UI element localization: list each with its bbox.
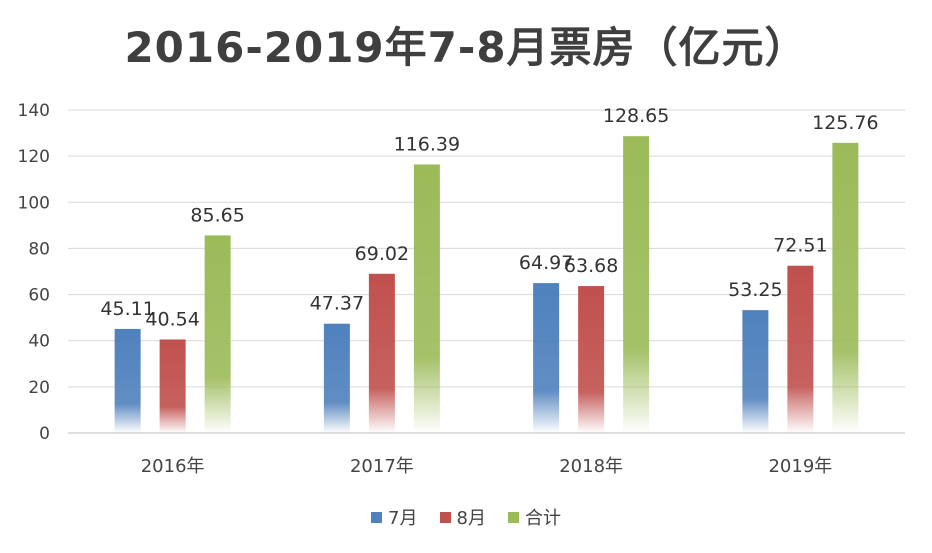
gridlines	[68, 109, 905, 434]
legend-label: 合计	[524, 508, 561, 529]
bar-合计-2018年	[623, 136, 650, 433]
bar-合计-2019年	[832, 142, 859, 434]
data-label: 125.76	[812, 112, 878, 134]
y-tick-label: 140	[18, 101, 50, 121]
x-axis: 2016年 2017年 2018年 2019年	[141, 456, 833, 477]
bars	[114, 136, 859, 434]
data-label: 69.02	[355, 243, 409, 265]
y-tick-label: 20	[28, 378, 50, 398]
legend-item: 合计	[507, 504, 561, 530]
y-tick-label: 120	[18, 147, 50, 167]
legend-item: 7月	[371, 504, 418, 530]
y-axis: 0 20 40 60 80 100 120 140	[18, 101, 50, 444]
bar-合计-2016年	[204, 235, 231, 433]
data-label: 40.54	[145, 308, 199, 330]
legend-swatch	[439, 511, 451, 523]
data-label: 63.68	[564, 255, 618, 277]
x-tick-label: 2017年	[350, 456, 414, 477]
bar-8月-2017年	[368, 273, 395, 433]
bar-7月-2017年	[323, 323, 350, 433]
legend-label: 8月	[456, 508, 486, 529]
data-label: 85.65	[190, 204, 244, 226]
legend: 7月 8月 合计	[0, 504, 932, 530]
y-tick-label: 100	[18, 193, 50, 213]
bar-7月-2019年	[742, 310, 769, 433]
legend-swatch	[507, 511, 519, 523]
y-tick-label: 40	[28, 332, 50, 352]
x-tick-label: 2016年	[141, 456, 205, 477]
x-tick-label: 2018年	[559, 456, 623, 477]
data-label: 116.39	[394, 133, 460, 155]
data-label: 53.25	[728, 279, 782, 301]
data-label: 64.97	[519, 252, 573, 274]
legend-item: 8月	[439, 504, 486, 530]
y-tick-label: 80	[28, 239, 50, 259]
x-tick-label: 2019年	[768, 456, 832, 477]
data-label: 47.37	[310, 293, 364, 315]
bar-7月-2016年	[114, 328, 141, 433]
bar-8月-2019年	[787, 265, 814, 433]
legend-label: 7月	[388, 508, 418, 529]
bar-8月-2016年	[159, 339, 186, 433]
y-tick-label: 60	[28, 286, 50, 306]
data-label: 45.11	[100, 298, 154, 320]
legend-swatch	[371, 511, 383, 523]
bar-8月-2018年	[578, 286, 605, 433]
bar-合计-2017年	[413, 164, 440, 433]
bar-7月-2018年	[533, 283, 560, 433]
data-label: 72.51	[773, 235, 827, 257]
data-label: 128.65	[603, 105, 669, 127]
chart-title: 2016-2019年7-8月票房（亿元）	[124, 23, 808, 72]
y-tick-label: 0	[39, 424, 50, 444]
